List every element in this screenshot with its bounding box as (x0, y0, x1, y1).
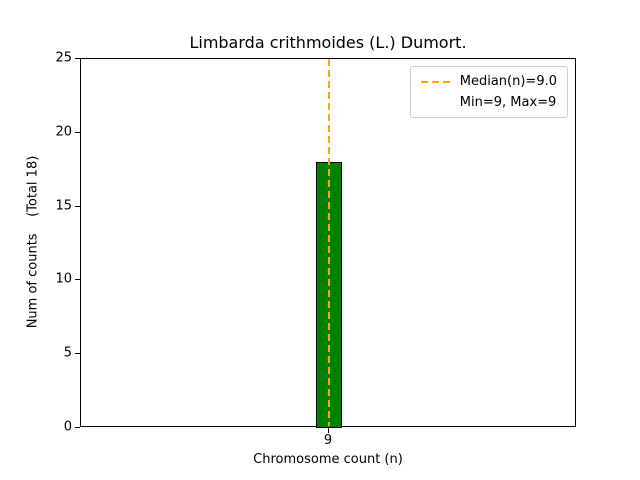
plot-area: Median(n)=9.0 Min=9, Max=9 (80, 58, 576, 428)
empty-legend-icon (421, 102, 451, 104)
y-tick-label: 10 (55, 271, 72, 287)
y-tick-label: 0 (63, 419, 72, 435)
y-tick-mark (75, 58, 80, 59)
y-tick-label: 25 (55, 50, 72, 66)
legend-entry-median: Median(n)=9.0 (420, 74, 557, 89)
y-tick-mark (75, 131, 80, 133)
y-axis-label: Num of counts (Total 18) (25, 155, 41, 329)
y-tick-mark (75, 353, 80, 355)
legend-label-median: Median(n)=9.0 (459, 74, 557, 89)
x-axis-label: Chromosome count (n) (253, 452, 403, 467)
y-tick-mark (75, 279, 80, 281)
y-tick-mark (75, 427, 80, 428)
y-tick-label: 5 (63, 345, 72, 361)
y-tick-label: 20 (55, 124, 72, 140)
legend: Median(n)=9.0 Min=9, Max=9 (409, 66, 568, 118)
chart-title: Limbarda crithmoides (L.) Dumort. (189, 33, 467, 52)
x-tick-mark (327, 428, 329, 433)
median-line (328, 59, 330, 426)
dashed-line-legend-icon (420, 80, 451, 83)
legend-entry-minmax: Min=9, Max=9 (421, 95, 557, 110)
y-tick-label: 15 (55, 198, 72, 214)
legend-label-minmax: Min=9, Max=9 (459, 95, 557, 110)
x-tick-label: 9 (323, 433, 333, 448)
y-tick-mark (75, 205, 80, 207)
